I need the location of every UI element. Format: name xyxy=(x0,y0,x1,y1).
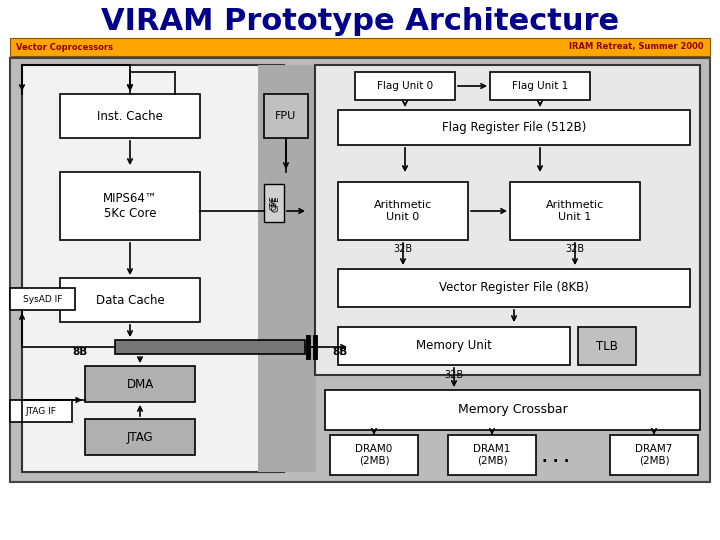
Bar xyxy=(330,435,418,475)
Text: Flag Unit 1: Flag Unit 1 xyxy=(512,81,568,91)
Text: Vector Coprocessors: Vector Coprocessors xyxy=(16,43,113,51)
Bar xyxy=(610,435,698,475)
Text: Arithmetic
Unit 0: Arithmetic Unit 0 xyxy=(374,200,432,222)
Text: . . .: . . . xyxy=(542,450,570,465)
Text: 32B: 32B xyxy=(444,370,464,380)
Bar xyxy=(85,366,195,402)
Bar xyxy=(355,72,455,100)
Text: MIPS64™
5Kc Core: MIPS64™ 5Kc Core xyxy=(103,192,157,220)
Bar xyxy=(10,400,72,422)
Bar xyxy=(264,94,308,138)
Text: Memory Crossbar: Memory Crossbar xyxy=(458,403,567,416)
Text: 8B: 8B xyxy=(73,347,88,357)
Text: 32B: 32B xyxy=(565,244,585,254)
Bar xyxy=(60,172,200,240)
Bar xyxy=(338,182,468,240)
Text: Flag Register File (512B): Flag Register File (512B) xyxy=(442,121,586,134)
Text: SysAD IF: SysAD IF xyxy=(23,294,62,303)
Text: IRAM Retreat, Summer 2000: IRAM Retreat, Summer 2000 xyxy=(570,43,704,51)
Text: CPE: CPE xyxy=(271,196,281,212)
Bar xyxy=(10,288,75,310)
Text: DRAM7
(2MB): DRAM7 (2MB) xyxy=(635,444,672,466)
Text: Arithmetic
Unit 1: Arithmetic Unit 1 xyxy=(546,200,604,222)
Bar xyxy=(338,110,690,145)
Bar xyxy=(490,72,590,100)
Text: Vector Register File (8KB): Vector Register File (8KB) xyxy=(439,281,589,294)
Text: Inst. Cache: Inst. Cache xyxy=(97,110,163,123)
Bar xyxy=(578,327,636,365)
Bar xyxy=(338,269,690,307)
Bar xyxy=(22,65,284,472)
Text: DRAM0
(2MB): DRAM0 (2MB) xyxy=(356,444,392,466)
Text: VIRAM Prototype Architecture: VIRAM Prototype Architecture xyxy=(101,8,619,37)
Bar xyxy=(258,65,316,472)
Text: CPE: CPE xyxy=(269,195,279,210)
Text: JTAG IF: JTAG IF xyxy=(26,407,56,415)
Text: DRAM1
(2MB): DRAM1 (2MB) xyxy=(473,444,510,466)
Text: Memory Unit: Memory Unit xyxy=(416,340,492,353)
Bar xyxy=(115,340,305,354)
Bar xyxy=(338,327,570,365)
Bar xyxy=(60,94,200,138)
Text: 8B: 8B xyxy=(333,347,348,357)
Text: Flag Unit 0: Flag Unit 0 xyxy=(377,81,433,91)
Text: JTAG: JTAG xyxy=(127,430,153,443)
Bar xyxy=(315,65,700,375)
Text: FPU: FPU xyxy=(275,111,297,121)
Bar xyxy=(60,278,200,322)
Bar xyxy=(10,58,710,482)
Text: TLB: TLB xyxy=(596,340,618,353)
Bar xyxy=(85,419,195,455)
Bar xyxy=(10,38,710,56)
Bar xyxy=(264,184,284,222)
Bar xyxy=(510,182,640,240)
Text: 32B: 32B xyxy=(393,244,413,254)
Text: DMA: DMA xyxy=(127,377,153,390)
Bar xyxy=(448,435,536,475)
Bar xyxy=(325,390,700,430)
Text: Data Cache: Data Cache xyxy=(96,294,164,307)
